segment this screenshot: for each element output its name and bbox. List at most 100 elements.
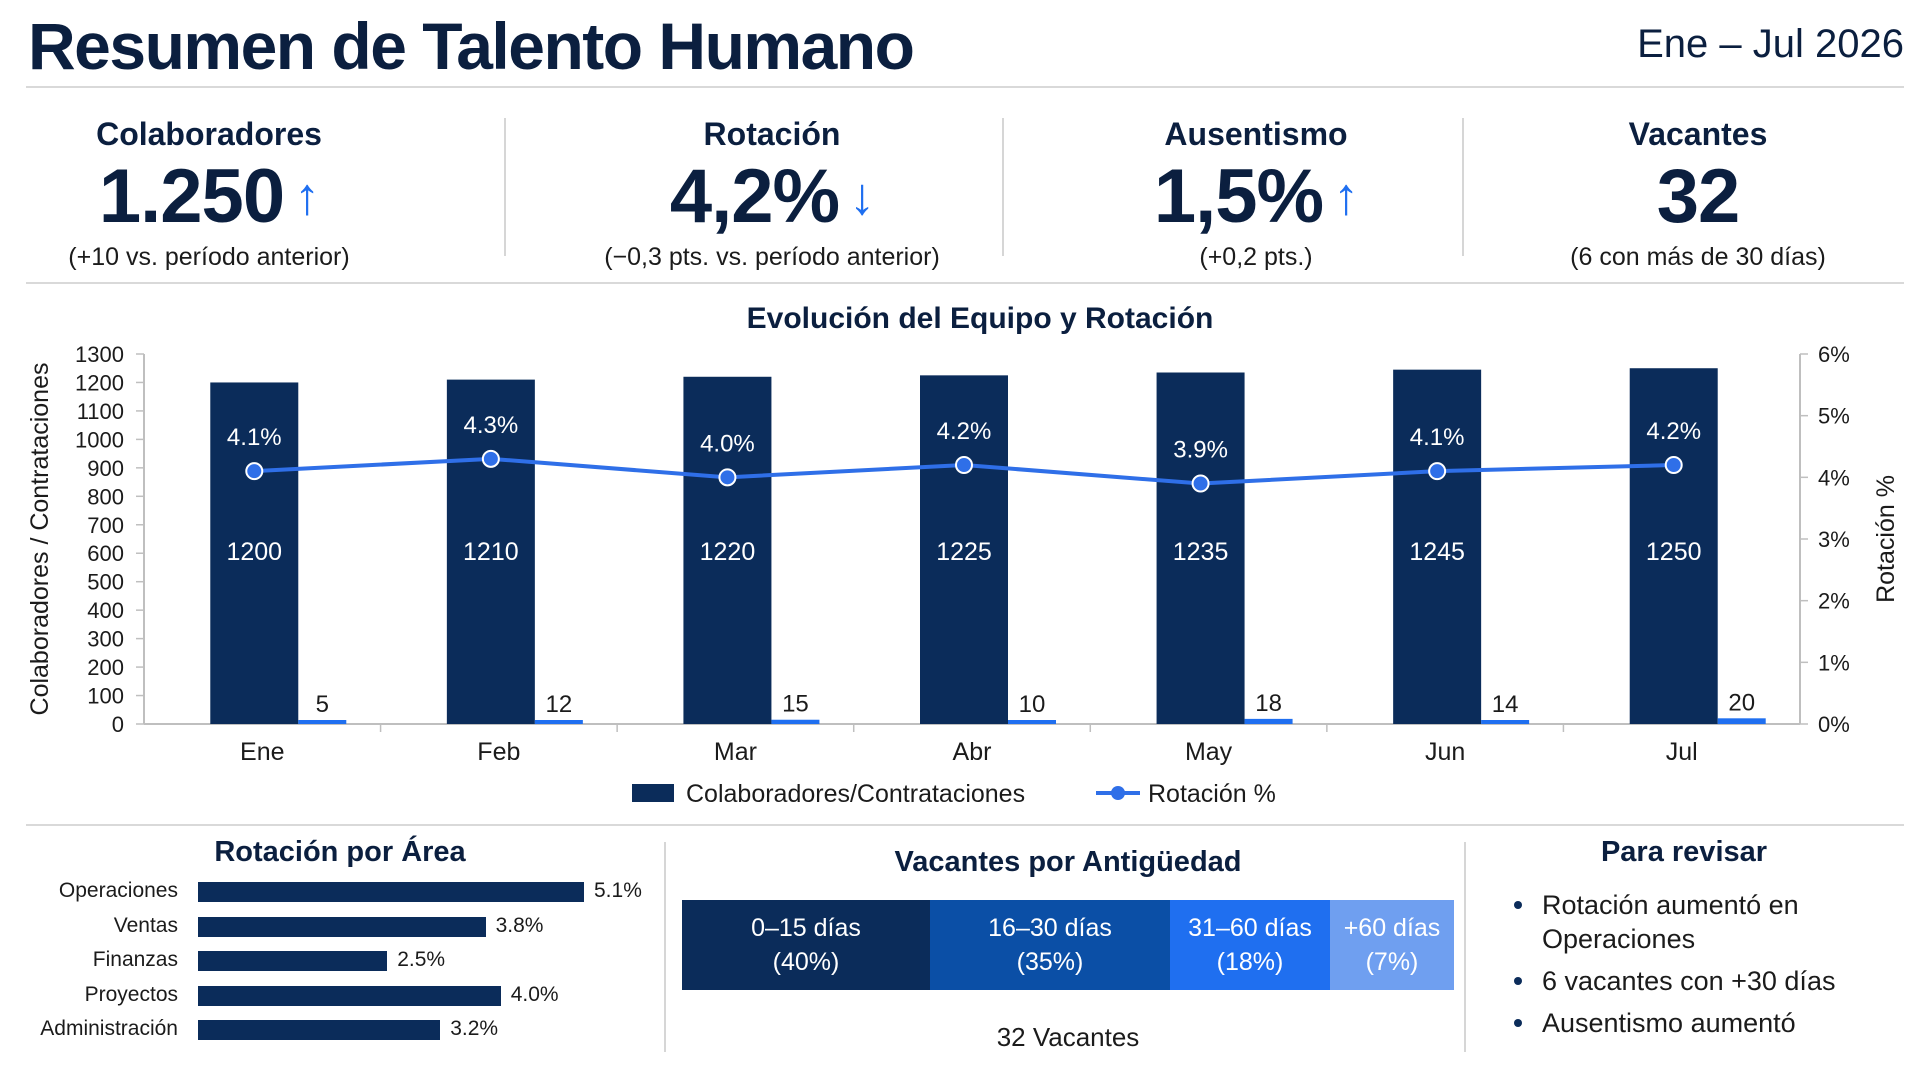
bar-value-label: 1210	[463, 538, 519, 566]
y-tick-label-left: 500	[87, 570, 124, 595]
vacancy-segment-label: 0–15 días (40%)	[751, 914, 861, 976]
bar-contrataciones	[1481, 720, 1530, 724]
vacancy-segment: +60 días (7%)	[1330, 900, 1454, 990]
area-bar-label: Proyectos	[84, 982, 178, 1006]
bar-value-label: 1220	[700, 538, 756, 566]
bar-colaboradores	[920, 375, 1008, 724]
arrow-up-icon: ↑	[294, 168, 320, 226]
kpi-divider	[1462, 118, 1464, 256]
bar-value-label: 1235	[1173, 538, 1229, 566]
rotation-point	[955, 456, 973, 474]
rotation-point	[1664, 456, 1683, 474]
area-bar	[198, 882, 584, 902]
bar-colaboradores	[1393, 369, 1482, 724]
bar-small-value-label: 5	[316, 691, 329, 718]
legend-marker-line	[1111, 786, 1125, 800]
area-bar-label: Ventas	[113, 913, 178, 937]
kpi-ausentismo: Ausentismo 1,5% ↑ (+0,2 pts.)	[1026, 96, 1486, 271]
vacancy-segment-label: +60 días (7%)	[1343, 914, 1441, 976]
bar-value-label: 1225	[936, 538, 992, 566]
vacancy-segment: 31–60 días (18%)	[1170, 900, 1330, 990]
y-tick-label-left: 700	[87, 513, 124, 538]
bar-colaboradores	[1629, 368, 1718, 724]
y-tick-label-left: 200	[87, 655, 124, 680]
area-rotation-panel: Rotación por Área	[26, 836, 666, 1072]
rotation-point	[1428, 462, 1447, 481]
bar-colaboradores	[683, 376, 772, 724]
bar-colaboradores	[1156, 372, 1245, 724]
arrow-down-icon: ↓	[849, 168, 875, 226]
bar-small-value-label: 12	[546, 691, 573, 718]
area-bar	[198, 951, 388, 971]
section-divider	[26, 824, 1904, 826]
kpi-rotacion: Rotación 4,2% ↓ (−0,3 pts. vs. período an…	[514, 96, 1030, 271]
vacancy-segment-label: 31–60 días (18%)	[1188, 914, 1312, 976]
vacancy-stacked-bar: 0–15 días (40%) 16–30 días (35%) 31–60 días(…	[682, 900, 1454, 990]
rotation-point-label: 3.9%	[1173, 437, 1228, 464]
y-tick-label-left: 1000	[75, 427, 124, 452]
area-bar-label: Operaciones	[58, 879, 178, 902]
kpi-note: (6 con más de 30 días)	[1570, 243, 1826, 271]
y-tick-label-right: 1%	[1818, 650, 1850, 675]
legend-label-bar: Colaboradores/Contrataciones	[686, 780, 1025, 808]
rotation-point	[1191, 474, 1210, 493]
rotation-point-label: 4.3%	[464, 412, 519, 439]
kpi-value: 1.250 ↑	[98, 154, 320, 239]
area-bar	[198, 1020, 441, 1040]
rotation-point-label: 4.2%	[1646, 418, 1701, 445]
rotation-point-label: 4.0%	[700, 430, 755, 457]
period-label: Ene – Jul 2026	[1637, 22, 1904, 66]
y-tick-label-left: 1100	[77, 399, 124, 424]
bar-small-value-label: 10	[1019, 691, 1046, 718]
vacancy-segment-label: 16–30 días (35%)	[988, 914, 1112, 976]
bar-contrataciones	[1244, 718, 1293, 724]
x-tick-label: Jun	[1425, 738, 1465, 766]
bullet-icon	[1514, 977, 1522, 985]
bar-small-value-label: 15	[782, 691, 809, 718]
bar-contrataciones	[1008, 720, 1056, 724]
area-bar-value: 3.2%	[450, 1017, 499, 1040]
y-tick-label-left: 1200	[75, 370, 124, 395]
x-tick-label: Jul	[1666, 738, 1698, 766]
bar-contrataciones	[298, 720, 347, 724]
area-bar-label: Administración	[40, 1017, 178, 1040]
area-bar-label: Finanzas	[92, 948, 178, 971]
y-tick-label-left: 600	[87, 541, 124, 566]
y-tick-label-left: 100	[87, 684, 124, 709]
area-bar-value: 4.0%	[510, 982, 559, 1006]
kpi-row: Colaboradores 1.250 ↑ (+10 vs. período an…	[26, 96, 1904, 284]
y-tick-label-right: 3%	[1818, 527, 1850, 552]
rotation-point-label: 4.1%	[227, 424, 282, 451]
bar-value-label: 1250	[1646, 538, 1702, 566]
rotation-point	[481, 449, 500, 468]
y-axis-label-left: Colaboradores / Contrataciones	[26, 363, 54, 716]
y-tick-label-left: 400	[87, 598, 124, 623]
area-rotation-title: Rotación por Área	[214, 836, 466, 868]
review-title: Para revisar	[1600, 836, 1768, 868]
bar-colaboradores	[446, 379, 535, 724]
kpi-vacantes: Vacantes 32 (6 con más de 30 días)	[1492, 96, 1904, 271]
bullet-icon	[1514, 1019, 1522, 1027]
kpi-label: Rotación	[703, 116, 841, 152]
chart-title: Evolución del Equipo y Rotación	[747, 302, 1214, 335]
y-tick-label-left: 0	[112, 712, 124, 737]
rotation-point-label: 4.2%	[937, 418, 992, 445]
x-tick-label: May	[1185, 738, 1233, 766]
x-tick-label: Mar	[714, 738, 757, 766]
review-item: 6 vacantes con +30 días	[1510, 964, 1910, 998]
y-tick-label-right: 4%	[1818, 465, 1850, 490]
column-divider	[1464, 842, 1466, 1052]
kpi-value: 4,2% ↓	[669, 154, 875, 239]
review-panel: Para revisar	[1474, 836, 1904, 1072]
x-tick-label: Ene	[240, 738, 284, 766]
review-item: Rotación aumentó en Operaciones	[1510, 888, 1910, 956]
review-list: Rotación aumentó en Operaciones 6 vacant…	[1510, 888, 1910, 1048]
legend-label-line: Rotación %	[1148, 780, 1276, 808]
column-divider	[664, 842, 666, 1052]
kpi-note: (+10 vs. período anterior)	[68, 243, 350, 271]
header: Resumen de Talento Humano Ene – Jul 2026	[26, 0, 1904, 88]
x-tick-label: Abr	[953, 738, 992, 766]
kpi-colaboradores: Colaboradores 1.250 ↑ (+10 vs. período an…	[26, 96, 392, 271]
rotation-point	[718, 468, 737, 487]
bar-contrataciones	[771, 719, 820, 724]
